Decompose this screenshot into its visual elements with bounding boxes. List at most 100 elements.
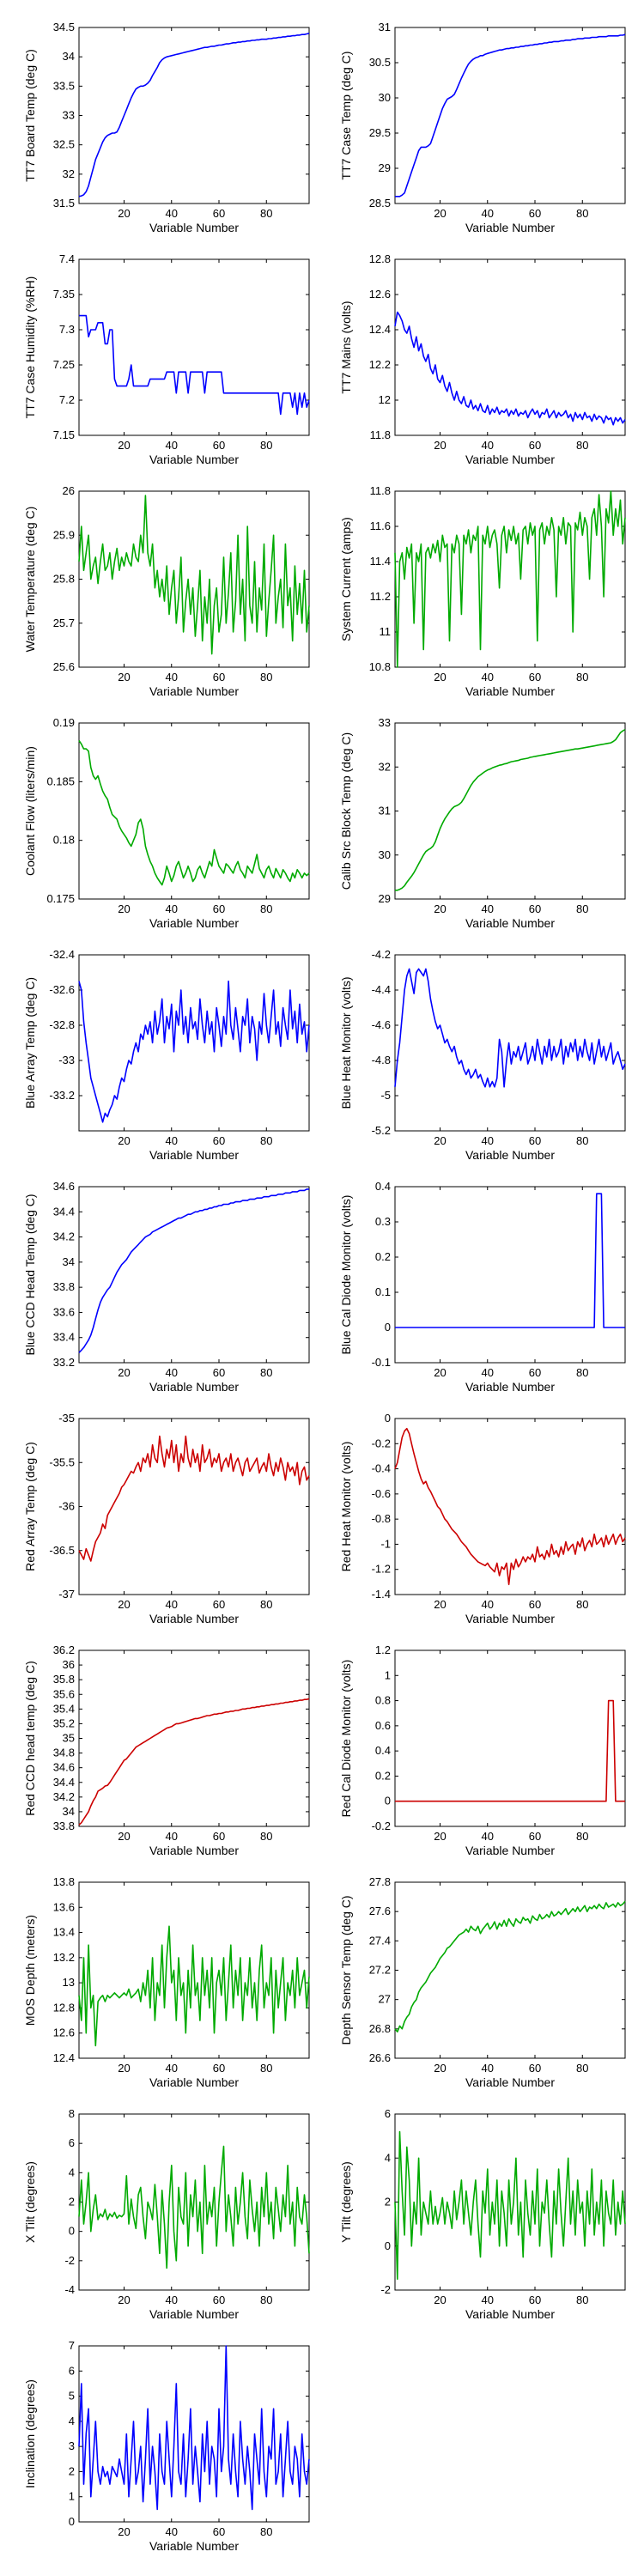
x-tick-label: 80 xyxy=(576,439,588,452)
plot-frame xyxy=(78,27,310,204)
y-tick-label: 34 xyxy=(63,1255,75,1268)
y-tick-label: 35.4 xyxy=(53,1702,75,1715)
x-axis-label: Variable Number xyxy=(149,221,239,234)
y-tick-label: -32.4 xyxy=(49,948,75,961)
x-tick-label: 60 xyxy=(213,1134,225,1147)
y-tick-label: 35.8 xyxy=(53,1673,75,1686)
x-axis-label: Variable Number xyxy=(465,916,555,930)
x-axis-label: Variable Number xyxy=(149,2539,239,2553)
chart-panel-21: 20 40 60 80 0 1 2 3 4 5 6 7 Variable Number Inclinati… xyxy=(23,2339,310,2553)
x-tick-label: 40 xyxy=(166,1830,178,1843)
y-axis-label: Red Array Temp (deg C) xyxy=(23,1442,37,1571)
x-tick-label: 80 xyxy=(576,1598,588,1611)
y-axis-label: Blue CCD Head Temp (deg C) xyxy=(23,1194,37,1355)
x-axis-label: Variable Number xyxy=(465,1380,555,1394)
y-tick-label: 31 xyxy=(379,21,391,33)
chart-panel-15: 20 40 60 80 33.8 34 34.234.4 34.6 34.8 35 35.235.4… xyxy=(23,1643,310,1857)
y-tick-label: 25.8 xyxy=(53,573,75,586)
y-tick-label: 36.2 xyxy=(53,1643,75,1656)
series-line xyxy=(394,1427,626,1586)
x-tick-label: 60 xyxy=(529,1830,541,1843)
x-tick-label: 40 xyxy=(166,2293,178,2306)
x-tick-label: 20 xyxy=(434,207,446,220)
y-tick-label: 11.8 xyxy=(370,484,391,497)
y-tick-label: -1.4 xyxy=(372,1588,391,1601)
plot-frame xyxy=(78,1649,310,1827)
y-tick-label: 11.8 xyxy=(370,428,391,441)
x-tick-label: 80 xyxy=(260,2525,272,2538)
y-tick-label: 29.5 xyxy=(369,126,391,139)
y-tick-label: -2 xyxy=(380,2283,391,2296)
y-tick-label: -4.6 xyxy=(372,1018,391,1031)
y-tick-label: 6 xyxy=(385,2107,391,2120)
y-tick-label: 32.5 xyxy=(53,138,75,151)
y-tick-label: -32.6 xyxy=(49,983,75,996)
y-axis-label: System Current (amps) xyxy=(339,517,353,641)
x-tick-label: 60 xyxy=(213,2293,225,2306)
y-tick-label: 0.1 xyxy=(375,1285,391,1298)
x-tick-label: 60 xyxy=(213,2525,225,2538)
y-tick-label: 35.6 xyxy=(53,1687,75,1700)
x-tick-label: 20 xyxy=(434,2062,446,2075)
x-tick-label: 60 xyxy=(529,1366,541,1379)
y-tick-label: 0 xyxy=(69,2225,75,2238)
y-tick-label: -4.4 xyxy=(372,983,391,996)
x-tick-label: 80 xyxy=(576,1366,588,1379)
x-tick-label: 60 xyxy=(213,1598,225,1611)
y-tick-label: -0.4 xyxy=(372,1462,391,1475)
y-tick-label: 1 xyxy=(69,2490,75,2503)
x-axis-label: Variable Number xyxy=(149,2075,239,2089)
chart-panel-20: 20 40 60 80 -2 0 2 4 6 Variable Number Y Tilt (deg… xyxy=(339,2107,626,2321)
y-tick-label: 12.2 xyxy=(369,358,391,371)
x-tick-label: 40 xyxy=(166,439,178,452)
x-tick-label: 20 xyxy=(434,439,446,452)
y-tick-label: 3 xyxy=(69,2439,75,2452)
x-tick-label: 80 xyxy=(260,2062,272,2075)
x-tick-label: 60 xyxy=(529,671,541,683)
y-tick-label: 0.18 xyxy=(53,834,75,847)
series-line xyxy=(78,1188,309,1353)
x-axis-label: Variable Number xyxy=(149,1612,239,1625)
y-tick-label: -0.2 xyxy=(372,1820,391,1832)
x-axis-label: Variable Number xyxy=(465,684,555,698)
y-axis-label: TT7 Mains (volts) xyxy=(339,301,353,393)
y-axis-label: MOS Depth (meters) xyxy=(23,1915,37,2026)
y-axis-label: Y Tilt (degrees) xyxy=(339,2161,353,2243)
plot-frame xyxy=(394,1418,626,1595)
y-tick-label: 0.175 xyxy=(46,892,75,905)
y-tick-label: 8 xyxy=(69,2107,75,2120)
y-axis-label: TT7 Case Temp (deg C) xyxy=(339,52,353,180)
y-tick-label: 33.5 xyxy=(53,79,75,92)
y-tick-label: 1 xyxy=(385,1668,391,1681)
x-tick-label: 40 xyxy=(482,1134,494,1147)
chart-panel-11: 20 40 60 80 33.2 33.4 33.6 33.8 34 34.2 34.4 34.6 Va… xyxy=(23,1180,310,1394)
x-tick-label: 80 xyxy=(576,207,588,220)
y-tick-label: 12.4 xyxy=(53,2051,75,2064)
y-tick-label: 6 xyxy=(69,2136,75,2149)
y-axis-label: TT7 Board Temp (deg C) xyxy=(23,49,37,182)
x-tick-label: 40 xyxy=(166,207,178,220)
x-axis-label: Variable Number xyxy=(465,1612,555,1625)
chart-panel-14: 20 40 60 80 -1.4 -1.2 -1 -0.8 -0.6 -0.4 -0.2 0 Varia… xyxy=(339,1412,626,1625)
chart-panel-13: 20 40 60 80 -37 -36.5 -36 -35.5 -35 Variable Numb… xyxy=(23,1412,310,1625)
plot-frame xyxy=(394,722,626,900)
y-tick-label: 13.4 xyxy=(53,1926,75,1939)
x-tick-label: 40 xyxy=(482,671,494,683)
y-tick-label: 0.3 xyxy=(375,1215,391,1228)
x-tick-label: 40 xyxy=(166,671,178,683)
y-axis-label: Inclination (degrees) xyxy=(23,2379,37,2488)
y-tick-label: 30.5 xyxy=(369,56,391,69)
y-tick-label: 11.4 xyxy=(370,555,391,568)
y-tick-label: 0 xyxy=(385,1412,391,1425)
series-line xyxy=(78,1925,310,2047)
y-tick-label: 34.6 xyxy=(53,1761,75,1774)
y-axis-label: Red Cal Diode Monitor (volts) xyxy=(339,1660,353,1818)
y-tick-label: 0.6 xyxy=(375,1719,391,1732)
y-tick-label: 34 xyxy=(63,50,75,63)
x-tick-label: 80 xyxy=(260,671,272,683)
y-tick-label: 0.2 xyxy=(375,1250,391,1263)
x-tick-label: 60 xyxy=(213,1830,225,1843)
y-tick-label: 0.2 xyxy=(375,1769,391,1782)
chart-panel-2: 20 40 60 80 28.5 29 29.5 30 30.5 31 Variable Numbe… xyxy=(339,21,626,234)
